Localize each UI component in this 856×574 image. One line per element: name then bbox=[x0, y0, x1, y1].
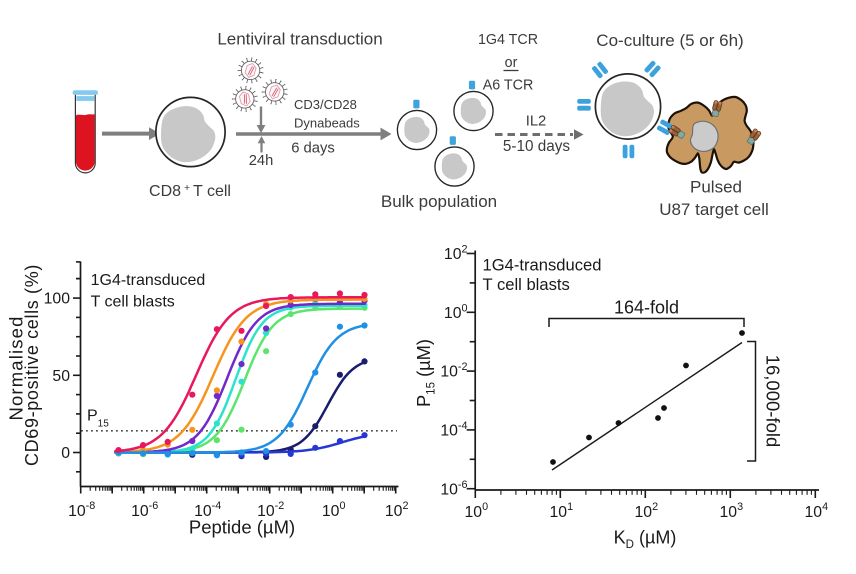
svg-text:24h: 24h bbox=[249, 153, 274, 169]
svg-text:IL2: IL2 bbox=[526, 114, 547, 130]
svg-text:1G4-transduced: 1G4-transduced bbox=[483, 256, 602, 275]
svg-text:A6 TCR: A6 TCR bbox=[483, 78, 534, 94]
svg-text:Dynabeads: Dynabeads bbox=[294, 115, 360, 130]
svg-text:KD (µM): KD (µM) bbox=[614, 528, 677, 552]
svg-text:50: 50 bbox=[52, 368, 70, 385]
svg-text:CD69-positive cells (%): CD69-positive cells (%) bbox=[22, 264, 42, 466]
svg-text:Bulk population: Bulk population bbox=[381, 192, 497, 211]
svg-text:U87 target cell: U87 target cell bbox=[659, 200, 769, 219]
svg-text:Co-culture (5 or 6h): Co-culture (5 or 6h) bbox=[596, 31, 743, 50]
svg-text:0: 0 bbox=[61, 445, 70, 462]
svg-text:1G4 TCR: 1G4 TCR bbox=[478, 32, 538, 48]
svg-text:16,000-fold: 16,000-fold bbox=[763, 355, 784, 448]
svg-text:Lentiviral transduction: Lentiviral transduction bbox=[217, 30, 382, 49]
svg-text:CD8 + T cell: CD8 + T cell bbox=[149, 182, 231, 200]
svg-text:T cell blasts: T cell blasts bbox=[91, 294, 175, 311]
svg-text:1G4-transduced: 1G4-transduced bbox=[91, 272, 206, 289]
svg-text:P15 (µM): P15 (µM) bbox=[413, 339, 438, 407]
svg-text:164-fold: 164-fold bbox=[614, 298, 679, 318]
svg-text:CD3/CD28: CD3/CD28 bbox=[294, 97, 357, 112]
svg-text:Normalised: Normalised bbox=[6, 315, 27, 420]
svg-text:5-10 days: 5-10 days bbox=[503, 138, 571, 155]
svg-text:Peptide (µM): Peptide (µM) bbox=[189, 517, 295, 538]
svg-text:or: or bbox=[505, 55, 518, 71]
svg-text:6 days: 6 days bbox=[291, 141, 335, 157]
svg-text:100: 100 bbox=[44, 291, 71, 308]
svg-text:T cell blasts: T cell blasts bbox=[483, 275, 570, 294]
svg-text:Pulsed: Pulsed bbox=[690, 178, 742, 197]
